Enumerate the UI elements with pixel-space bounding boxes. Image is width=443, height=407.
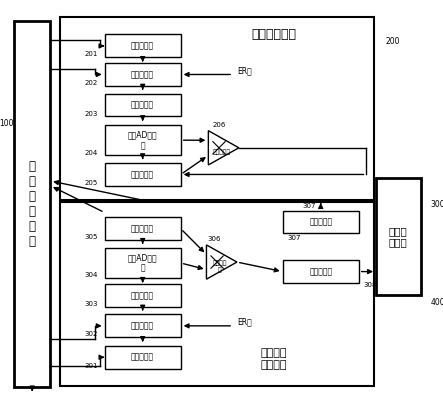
Text: 第二比较
器: 第二比较 器 bbox=[213, 261, 227, 273]
Bar bbox=[60, 202, 374, 386]
Text: 308: 308 bbox=[364, 282, 377, 288]
Text: 200: 200 bbox=[386, 37, 400, 46]
Bar bbox=[105, 217, 181, 240]
Text: 心
室
起
搨
电
路: 心 室 起 搨 电 路 bbox=[29, 160, 36, 248]
Text: 阈値搜
索单元: 阈値搜 索单元 bbox=[389, 226, 408, 247]
Text: 205: 205 bbox=[85, 180, 98, 186]
Text: 203: 203 bbox=[85, 111, 98, 116]
Text: 备用脉冲
监测单元: 备用脉冲 监测单元 bbox=[260, 348, 287, 370]
Text: 204: 204 bbox=[85, 149, 98, 155]
Text: 第一滤波器: 第一滤波器 bbox=[131, 70, 154, 79]
Bar bbox=[376, 178, 421, 295]
Bar bbox=[283, 211, 359, 234]
Text: 第一寄存器: 第一寄存器 bbox=[131, 170, 154, 179]
Polygon shape bbox=[206, 245, 237, 279]
Polygon shape bbox=[208, 131, 239, 165]
Text: 第二滤波器: 第二滤波器 bbox=[131, 322, 154, 330]
Bar bbox=[105, 315, 181, 337]
Bar bbox=[14, 21, 51, 387]
Text: 400: 400 bbox=[430, 298, 443, 308]
Bar bbox=[105, 284, 181, 307]
Bar bbox=[105, 163, 181, 186]
Text: 第一放大器: 第一放大器 bbox=[131, 101, 154, 109]
Text: 307: 307 bbox=[288, 235, 301, 241]
Text: 第二放大器: 第二放大器 bbox=[131, 291, 154, 300]
Text: 304: 304 bbox=[85, 272, 98, 278]
Bar bbox=[283, 260, 359, 283]
Text: 第二AD转换
器: 第二AD转换 器 bbox=[128, 253, 157, 273]
Text: 202: 202 bbox=[85, 80, 98, 86]
Bar bbox=[105, 35, 181, 57]
Text: 300: 300 bbox=[430, 199, 443, 208]
Text: 第三定时器: 第三定时器 bbox=[309, 218, 332, 227]
Bar bbox=[105, 346, 181, 369]
Text: 206: 206 bbox=[212, 122, 225, 128]
Text: 305: 305 bbox=[85, 234, 98, 240]
Text: 第一定时器: 第一定时器 bbox=[131, 42, 154, 50]
Bar bbox=[105, 63, 181, 86]
Text: ER波: ER波 bbox=[237, 317, 252, 326]
Text: 301: 301 bbox=[85, 363, 98, 369]
Text: 第二定时器: 第二定时器 bbox=[131, 353, 154, 362]
Text: 第四定时器: 第四定时器 bbox=[309, 267, 332, 276]
Text: 100: 100 bbox=[0, 119, 14, 128]
Bar bbox=[105, 94, 181, 116]
Text: 逐跳监测单元: 逐跳监测单元 bbox=[251, 28, 296, 41]
Text: 第一比较器: 第一比较器 bbox=[213, 150, 231, 155]
Text: 302: 302 bbox=[85, 331, 98, 337]
Bar bbox=[105, 125, 181, 155]
Text: ER波: ER波 bbox=[237, 66, 252, 75]
Text: 306: 306 bbox=[207, 236, 221, 242]
Text: 201: 201 bbox=[85, 52, 98, 57]
Bar bbox=[60, 18, 374, 200]
Bar bbox=[105, 248, 181, 278]
Text: 第二寄存器: 第二寄存器 bbox=[131, 224, 154, 233]
Text: 303: 303 bbox=[85, 301, 98, 307]
Text: 307: 307 bbox=[303, 203, 316, 209]
Text: 第一AD转换
器: 第一AD转换 器 bbox=[128, 131, 157, 150]
